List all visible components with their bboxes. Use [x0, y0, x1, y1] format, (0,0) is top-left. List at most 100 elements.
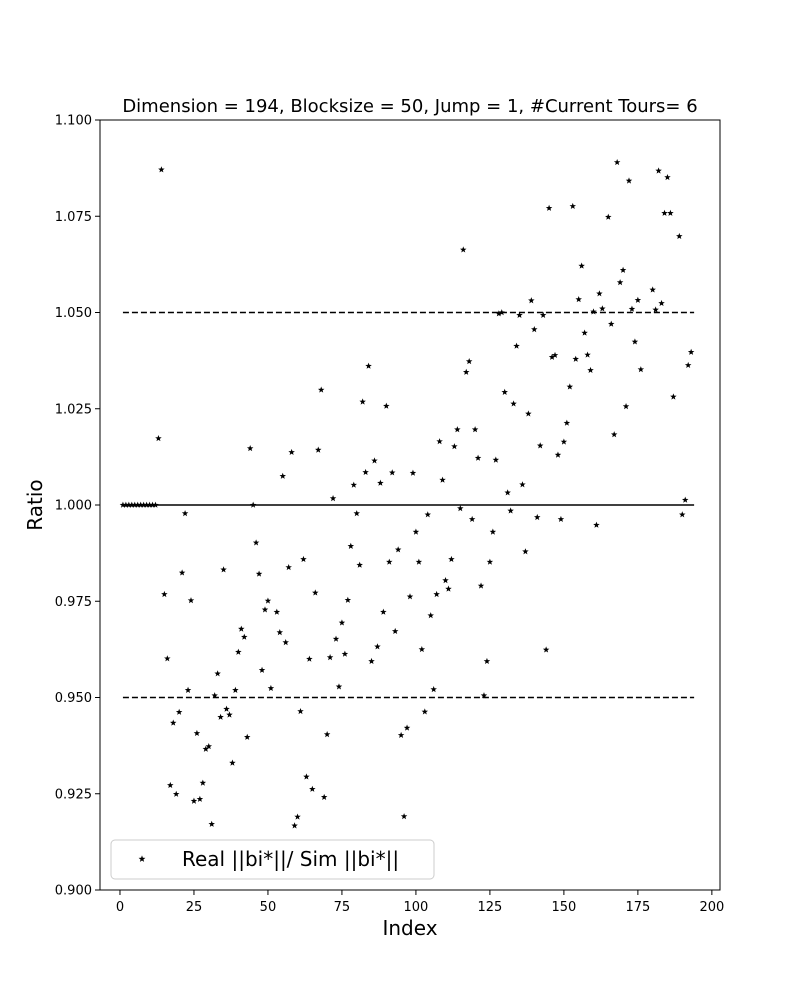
data-point: [276, 629, 284, 636]
reference-lines: [122, 311, 695, 699]
data-point: [687, 348, 695, 355]
y-tick-label: 0.925: [55, 787, 92, 802]
data-point: [394, 546, 402, 553]
x-tick-label: 125: [477, 900, 502, 915]
data-point: [175, 708, 183, 715]
data-point: [439, 476, 446, 483]
data-point: [406, 593, 414, 600]
y-tick-label: 1.050: [55, 306, 92, 321]
data-point: [146, 501, 153, 508]
data-point: [501, 388, 508, 395]
data-point: [628, 305, 636, 312]
x-tick-label: 25: [186, 900, 203, 915]
data-point: [616, 279, 624, 286]
data-point: [460, 246, 467, 253]
data-point: [223, 705, 230, 712]
data-point: [341, 650, 349, 657]
data-point: [291, 822, 298, 829]
y-axis-title: Ratio: [23, 479, 47, 530]
data-point: [187, 597, 195, 604]
data-point: [424, 511, 431, 518]
data-point: [229, 759, 236, 766]
x-axis-title: Index: [382, 916, 437, 940]
x-tick-label: 100: [404, 900, 429, 915]
data-point: [548, 353, 556, 360]
legend-box: [110, 839, 435, 880]
data-point: [519, 481, 526, 488]
data-point: [468, 515, 476, 522]
data-point: [664, 173, 671, 181]
data-point: [498, 309, 505, 316]
data-point: [465, 357, 473, 365]
data-point: [137, 501, 144, 508]
data-point: [235, 648, 242, 655]
data-point: [403, 724, 411, 731]
data-point: [377, 479, 384, 486]
data-point: [679, 511, 686, 518]
data-point: [149, 501, 156, 508]
data-point: [255, 570, 263, 577]
data-point: [563, 419, 571, 426]
legend-label: Real ||bi*||/ Sim ||bi*||: [182, 847, 399, 871]
y-tick-label: 1.000: [55, 499, 92, 514]
data-point: [193, 729, 201, 737]
data-point: [184, 686, 192, 693]
data-point: [593, 521, 600, 528]
data-point: [608, 320, 615, 327]
data-point: [463, 368, 470, 375]
data-point: [356, 561, 363, 568]
data-point: [471, 426, 479, 433]
data-point: [542, 646, 550, 653]
data-point: [246, 445, 254, 452]
x-tick-label: 75: [334, 900, 351, 915]
data-point: [652, 306, 659, 313]
data-point: [300, 555, 307, 563]
data-point: [317, 386, 325, 393]
data-point: [448, 555, 455, 563]
data-point: [655, 167, 662, 174]
data-point: [451, 443, 458, 450]
x-axis: 0 25 50 75 100 125 150 175 200: [116, 890, 724, 915]
data-point: [252, 539, 260, 546]
data-point: [442, 577, 449, 584]
data-point: [584, 351, 591, 358]
data-point: [572, 355, 579, 362]
data-point: [433, 590, 440, 598]
data-point: [353, 510, 360, 517]
data-point: [350, 481, 357, 488]
data-point: [315, 446, 322, 453]
data-point: [474, 454, 482, 461]
data-point: [309, 785, 316, 792]
data-point: [516, 311, 523, 318]
data-point: [436, 438, 443, 445]
data-point: [279, 472, 286, 479]
x-tick-label: 175: [625, 900, 650, 915]
data-point: [128, 501, 136, 508]
data-point: [335, 683, 343, 690]
data-point: [551, 351, 559, 358]
data-point: [667, 209, 674, 216]
data-point: [332, 635, 340, 642]
data-point: [427, 612, 434, 619]
data-point: [658, 299, 665, 307]
data-point: [539, 311, 547, 318]
data-point: [386, 558, 393, 565]
data-point: [161, 590, 168, 598]
data-point: [297, 707, 304, 715]
y-tick-label: 0.975: [55, 595, 92, 610]
data-point: [232, 686, 239, 693]
x-tick-label: 0: [116, 900, 124, 915]
data-point: [599, 305, 606, 312]
data-point: [312, 589, 319, 596]
data-point: [397, 731, 405, 738]
data-point: [430, 686, 437, 693]
data-point: [631, 338, 639, 345]
data-point: [329, 495, 337, 502]
data-point: [445, 585, 452, 592]
data-point: [566, 383, 574, 390]
legend: Real ||bi*||/ Sim ||bi*||: [110, 839, 435, 880]
data-point: [119, 501, 127, 508]
y-tick-label: 1.025: [55, 402, 92, 417]
data-point: [560, 438, 568, 445]
data-point: [421, 708, 429, 715]
